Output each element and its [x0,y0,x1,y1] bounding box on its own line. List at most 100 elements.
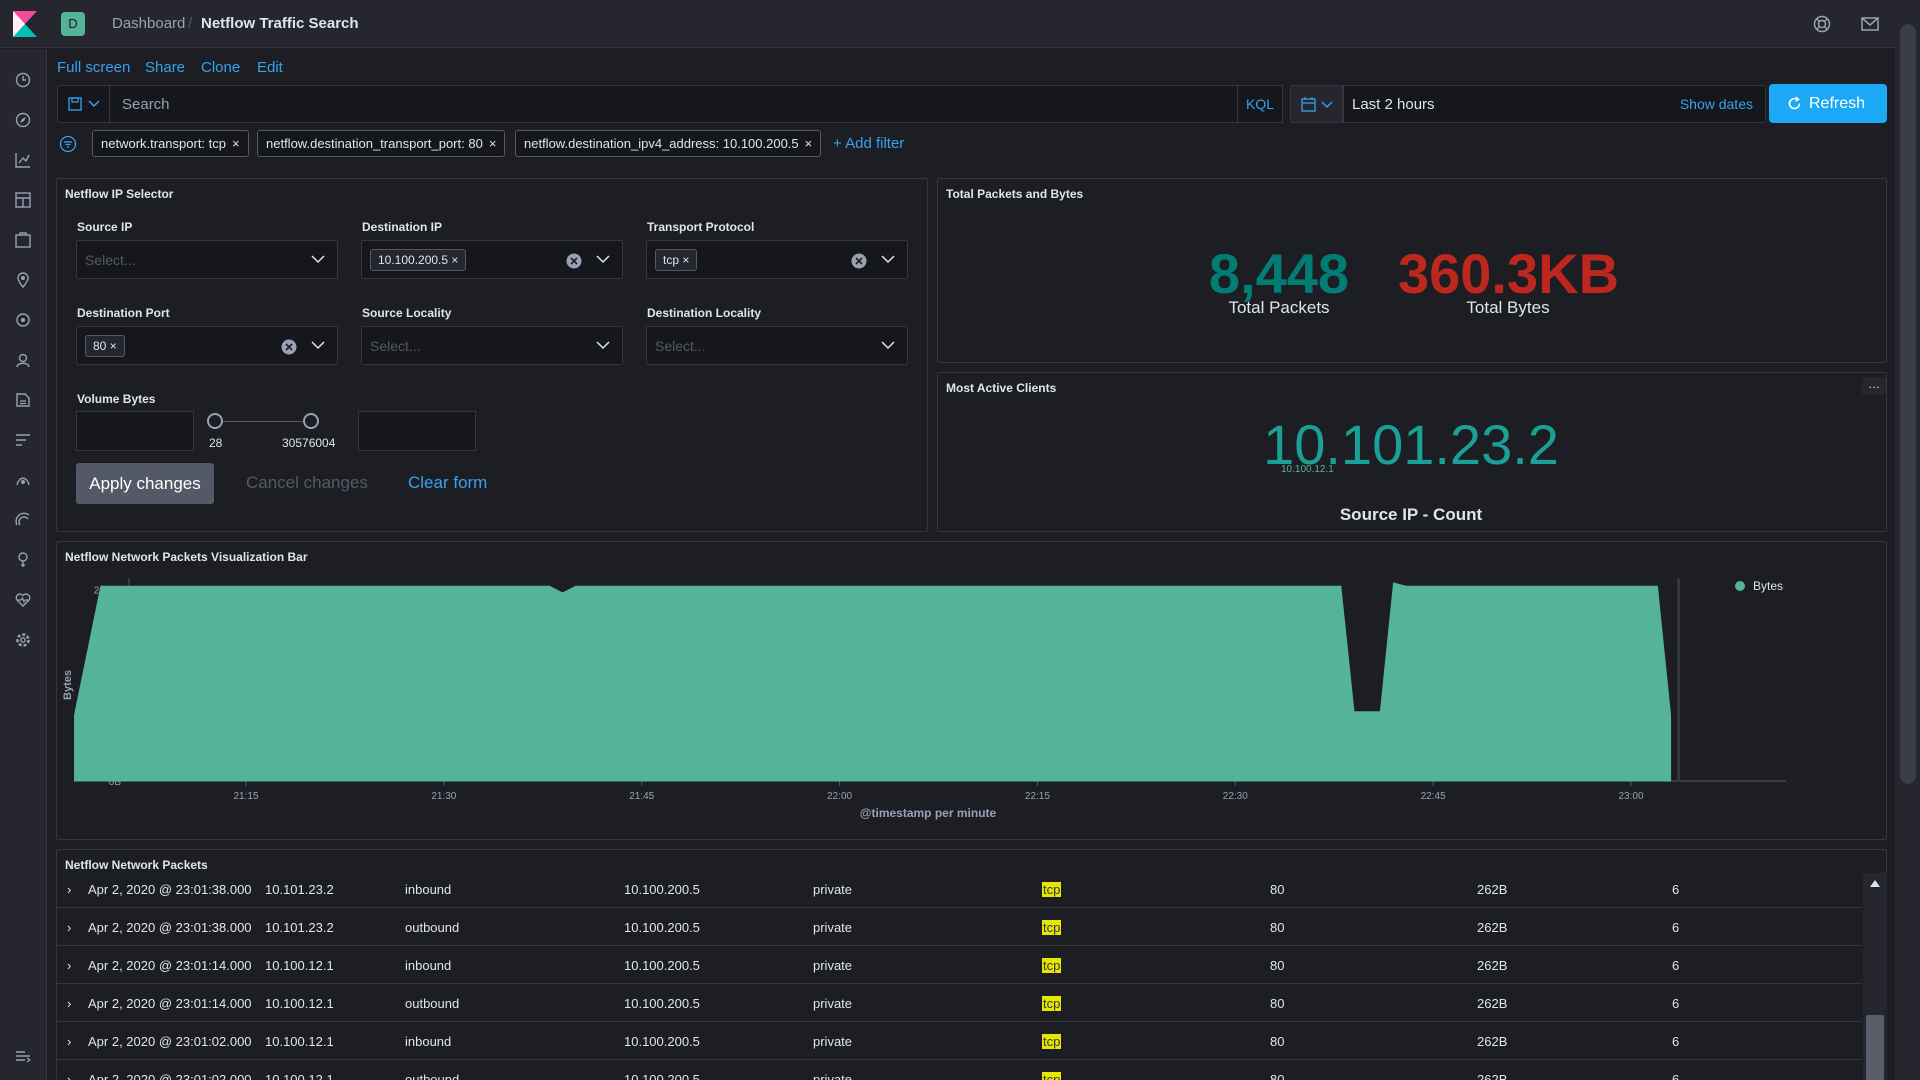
management-icon[interactable] [14,631,32,649]
discover-icon[interactable] [14,111,32,129]
space-avatar[interactable]: D [61,12,85,36]
clear-icon[interactable] [281,339,297,355]
cell-loc: private [813,1034,853,1049]
volume-max-input[interactable] [358,411,476,451]
expand-row-icon[interactable]: › [67,996,72,1011]
panel-options-icon[interactable]: … [1862,377,1886,395]
expand-row-icon[interactable]: › [67,920,72,935]
add-filter-link[interactable]: + Add filter [833,135,905,152]
scroll-up-icon[interactable] [1870,880,1880,887]
volume-min-input[interactable] [76,411,194,451]
canvas-icon[interactable] [14,231,32,249]
expand-row-icon[interactable]: › [67,958,72,973]
visualize-icon[interactable] [14,151,32,169]
newsfeed-icon[interactable] [1860,14,1880,34]
breadcrumb-separator: / [188,15,193,32]
chip-label: tcp [663,253,680,267]
apply-changes-button[interactable]: Apply changes [76,463,214,504]
expand-row-icon[interactable]: › [67,882,72,897]
logs-icon[interactable] [14,391,32,409]
filter-options-icon[interactable] [59,135,77,153]
filter-remove-icon[interactable]: × [232,136,240,151]
help-icon[interactable] [1812,14,1832,34]
transport-protocol-select[interactable]: tcp × [646,240,908,279]
destination-locality-select[interactable]: Select... [646,326,908,365]
recently-viewed-icon[interactable] [14,71,32,89]
cell-src: 10.100.12.1 [265,1034,334,1049]
expand-row-icon[interactable]: › [67,1034,72,1049]
breadcrumb-dashboard[interactable]: Dashboard [112,15,186,32]
second-client-tag[interactable]: 10.100.12.1 [1281,464,1334,475]
stack-monitoring-icon[interactable] [14,591,32,609]
source-ip-select[interactable]: Select... [76,240,338,279]
legend-label: Bytes [1753,579,1783,593]
filter-pill[interactable]: netflow.destination_ipv4_address: 10.100… [515,130,822,157]
x-tick-label: 22:30 [1223,791,1248,802]
clone-link[interactable]: Clone [201,59,241,76]
apm-icon[interactable] [14,471,32,489]
filter-remove-icon[interactable]: × [488,136,497,151]
filter-remove-icon[interactable]: × [804,136,813,151]
filter-pill[interactable]: network.transport: tcp × [92,130,249,157]
table-row[interactable]: › Apr 2, 2020 @ 23:01:38.000 10.101.23.2 ou… [57,908,1862,946]
clear-form-button[interactable]: Clear form [408,473,488,492]
metrics-icon[interactable] [14,431,32,449]
expand-row-icon[interactable]: › [67,1072,72,1080]
cancel-changes-button[interactable]: Cancel changes [246,473,368,492]
destination-port-select[interactable]: 80 × [76,326,338,365]
cell-src: 10.100.12.1 [265,1072,334,1080]
table-row[interactable]: › Apr 2, 2020 @ 23:01:14.000 10.100.12.1 in… [57,946,1862,984]
x-tick-label: 22:45 [1421,791,1446,802]
source-locality-select[interactable]: Select... [361,326,623,365]
chip-remove-icon[interactable]: × [109,339,117,353]
cell-time: Apr 2, 2020 @ 23:01:02.000 [88,1034,252,1049]
volume-slider-track[interactable] [215,421,311,422]
cell-port: 80 [1270,1072,1285,1080]
volume-slider-min-handle[interactable] [207,413,223,429]
filter-pill[interactable]: netflow.destination_transport_port: 80 × [257,130,506,157]
panel-title: Netflow Network Packets Visualization Ba… [65,550,308,564]
cell-pkts: 6 [1672,1034,1680,1049]
clear-icon[interactable] [566,253,582,269]
cell-dst: 10.100.200.5 [624,958,700,973]
date-picker-quick-menu[interactable] [1290,85,1343,123]
cell-dst: 10.100.200.5 [624,882,700,897]
table-row[interactable]: › Apr 2, 2020 @ 23:01:14.000 10.100.12.1 ou… [57,984,1862,1022]
table-row[interactable]: › Apr 2, 2020 @ 23:01:38.000 10.101.23.2 in… [57,870,1862,908]
share-link[interactable]: Share [145,59,186,76]
collapse-nav-icon[interactable] [14,1047,32,1065]
bytes-area-chart: 0B1,000B2KB2.9KB21:1521:3021:4522:0022:1… [62,578,1786,820]
cell-dir: outbound [405,920,460,935]
page-scrollbar-thumb[interactable] [1900,24,1916,784]
query-language-toggle[interactable]: KQL [1237,85,1283,123]
volume-slider-max-handle[interactable] [303,413,319,429]
siem-icon[interactable] [14,351,32,369]
kibana-logo-icon[interactable] [13,11,37,37]
clear-icon[interactable] [851,253,867,269]
table-scrollbar-thumb[interactable] [1866,1015,1884,1080]
fullscreen-link[interactable]: Full screen [57,59,131,76]
breadcrumb-current: Netflow Traffic Search [201,15,359,32]
panel-title: Most Active Clients [946,381,1057,395]
edit-link[interactable]: Edit [257,59,283,76]
chip-remove-icon[interactable]: × [682,253,690,267]
top-client-tag[interactable]: 10.101.23.2 [1263,413,1559,476]
ml-icon[interactable] [14,311,32,329]
y-tick-label: 0B [109,777,122,788]
dashboard-icon[interactable] [14,191,32,209]
destination-ip-select[interactable]: 10.100.200.5 × [361,240,623,279]
source-ip-placeholder: Select... [85,252,136,268]
cell-pkts: 6 [1672,996,1680,1011]
uptime-icon[interactable] [14,511,32,529]
table-row[interactable]: › Apr 2, 2020 @ 23:01:02.000 10.100.12.1 in… [57,1022,1862,1060]
saved-query-button[interactable] [57,85,110,123]
dev-tools-icon[interactable] [14,551,32,569]
show-dates-link[interactable]: Show dates [1679,96,1753,112]
refresh-button[interactable]: Refresh [1769,84,1887,123]
search-input[interactable]: Search [110,85,1237,123]
total-bytes-value: 360.3KB [1398,242,1620,305]
chip-remove-icon[interactable]: × [451,253,459,267]
date-range-display[interactable]: Last 2 hours Show dates [1343,85,1766,123]
maps-icon[interactable] [14,271,32,289]
table-row[interactable]: › Apr 2, 2020 @ 23:01:02.000 10.100.12.1 ou… [57,1060,1862,1080]
